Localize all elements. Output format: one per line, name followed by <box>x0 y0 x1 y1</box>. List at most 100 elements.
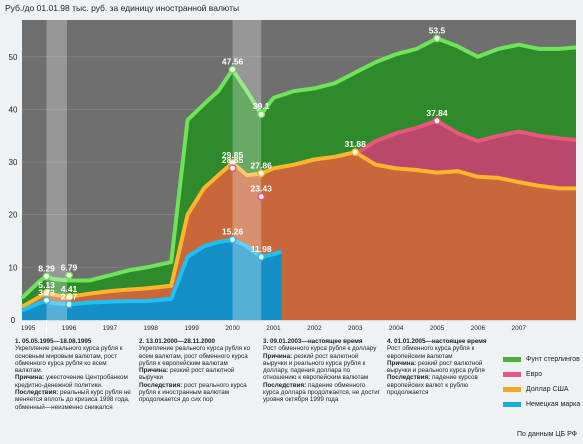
legend-swatch-pound <box>503 357 521 362</box>
legend-swatch-usd <box>503 387 521 392</box>
x-tick-label: 2007 <box>512 325 527 332</box>
y-tick-label: 10 <box>9 263 18 272</box>
period-note-1-effect: реальный курс рубля не меняется вплоть д… <box>15 389 131 411</box>
data-label: 11.98 <box>251 244 272 254</box>
x-tick-label: 2001 <box>266 325 281 332</box>
period-note-1-effect-label: Последствия: <box>15 389 59 397</box>
legend-swatch-euro <box>503 372 521 377</box>
period-note-3-cause: резкий рост валютной выручки и реального… <box>263 352 369 382</box>
series-area-2 <box>22 152 576 320</box>
data-point-marker <box>42 296 51 305</box>
period-note-3-effect-label: Последствия: <box>263 381 307 389</box>
x-tick-label: 2004 <box>389 325 404 332</box>
x-tick-label: 1997 <box>103 325 118 332</box>
data-point-marker <box>42 289 51 297</box>
data-label: 53.5 <box>429 25 446 35</box>
data-label: 6.79 <box>61 262 78 272</box>
legend-label-usd: Доллар США <box>526 386 569 393</box>
x-tick-label: 2006 <box>471 325 486 332</box>
period-note-2-cause: резкий рост валютной выручки <box>139 367 235 382</box>
x-tick-label: 1999 <box>184 325 199 332</box>
data-label: 15.26 <box>222 227 244 237</box>
period-note-1-cause: ужесточение Центробанком кредитно-денежн… <box>15 374 128 389</box>
legend-item-pound: Фунт стерлингов <box>503 352 581 367</box>
data-point-marker <box>257 192 266 201</box>
data-label: 23.43 <box>251 184 273 194</box>
x-tick-label: 2002 <box>307 325 322 332</box>
data-point-marker <box>257 169 266 178</box>
legend-item-dm: Немецкая марка <box>503 397 581 412</box>
data-point-marker <box>65 300 73 309</box>
series-line-0 <box>20 36 577 300</box>
x-tick-label: 1998 <box>144 325 159 332</box>
period-note-4-effect-label: Последствия: <box>387 374 431 382</box>
x-tick-label: 2005 <box>430 325 445 332</box>
data-point-marker <box>257 110 266 119</box>
y-tick-label: 0 <box>11 316 16 325</box>
period-note-2-effect-label: Последствия: <box>139 381 183 389</box>
period-note-4-cause: резкий рост валютной выручки и реального… <box>387 359 485 375</box>
series-line-3 <box>21 237 283 313</box>
y-axis-unit-label: Руб./до 01.01.98 тыс. руб. за единицу ин… <box>5 3 240 13</box>
data-label: 47.56 <box>222 57 244 67</box>
data-label: 29.85 <box>222 150 244 160</box>
data-point-marker <box>42 272 51 281</box>
period-note-4-cause-label: Причина: <box>387 359 417 367</box>
y-tick-label: 40 <box>9 105 18 114</box>
x-tick-label: 1995 <box>21 325 36 332</box>
data-point-marker <box>228 164 237 173</box>
legend-item-usd: Доллар США <box>503 382 581 397</box>
period-note-4-effect: падение курсов европейских валют к рублю… <box>387 374 478 397</box>
period-note-2-cause-label: Причина: <box>139 367 169 375</box>
data-point-marker <box>228 235 237 244</box>
data-label: 28.85 <box>222 155 244 165</box>
period-note-2-body: Укрепление реального курса рубля ко всем… <box>139 345 251 367</box>
legend-item-euro: Евро <box>503 367 581 382</box>
legend-label-euro: Евро <box>526 371 543 378</box>
period-note-3-effect: падение обменного курса доллара продолжа… <box>263 381 381 404</box>
period-notes: 1. 05.05.1995—18.08.1995 Укрепление реал… <box>15 338 500 430</box>
x-tick-label: 2003 <box>348 325 363 332</box>
legend-swatch-dm <box>503 402 521 407</box>
exchange-rate-area-chart: 0102030405019951996199719981999200020012… <box>9 20 577 334</box>
data-label: 3.73 <box>38 287 55 297</box>
chart-legend: Фунт стерлингов Евро Доллар США Немецкая… <box>503 352 581 412</box>
period-note-1-cause-label: Причина: <box>15 374 45 382</box>
data-point-marker <box>65 292 73 301</box>
data-label: 27.86 <box>251 160 273 170</box>
data-point-marker <box>257 252 266 261</box>
legend-label-pound: Фунт стерлингов <box>526 356 580 363</box>
period-note-3-cause-label: Причина: <box>263 352 293 360</box>
data-point-marker <box>433 116 441 125</box>
data-label: 37.84 <box>426 108 448 118</box>
period-note-2: 2. 13.01.2000—28.11.2000 Укрепление реал… <box>139 338 257 404</box>
data-point-marker <box>228 65 237 74</box>
period-note-1: 1. 05.05.1995—18.08.1995 Укрепление реал… <box>15 338 133 411</box>
data-label: 5.13 <box>38 280 55 290</box>
legend-label-dm: Немецкая марка <box>526 401 581 408</box>
data-label: 8.29 <box>38 263 55 273</box>
y-tick-label: 50 <box>9 53 18 62</box>
period-note-3-header: 3. 09.01.2003—настоящее время <box>263 338 363 345</box>
period-band-2 <box>232 20 262 320</box>
period-note-2-header: 2. 13.01.2000—28.11.2000 <box>139 338 215 345</box>
period-note-1-body: Укрепление реального курса рубля к основ… <box>15 345 123 375</box>
period-note-3: 3. 09.01.2003—настоящее время Рост обмен… <box>263 338 381 404</box>
data-point-marker <box>351 148 360 157</box>
series-line-2 <box>21 150 576 309</box>
period-note-4: 4. 01.01.2005—настоящее время Рост обмен… <box>387 338 505 396</box>
period-note-2-effect: рост реального курса рубля к иностранным… <box>139 381 247 404</box>
period-note-3-body: Рост обменного курса рубля к доллару <box>263 345 377 353</box>
data-point-marker <box>433 34 441 43</box>
data-label: 31.88 <box>345 139 367 149</box>
period-band-1 <box>46 20 67 320</box>
period-note-4-header: 4. 01.01.2005—настоящее время <box>387 338 487 345</box>
data-point-marker <box>65 271 73 280</box>
period-note-4-body: Рост обменного курса рубля к европейским… <box>387 345 475 360</box>
y-tick-label: 30 <box>9 158 18 167</box>
series-area-3 <box>22 239 282 320</box>
data-label: 4.41 <box>61 284 78 294</box>
period-note-1-header: 1. 05.05.1995—18.08.1995 <box>15 338 92 345</box>
y-tick-label: 20 <box>9 211 18 220</box>
source-note: По данным ЦБ РФ <box>517 431 577 438</box>
